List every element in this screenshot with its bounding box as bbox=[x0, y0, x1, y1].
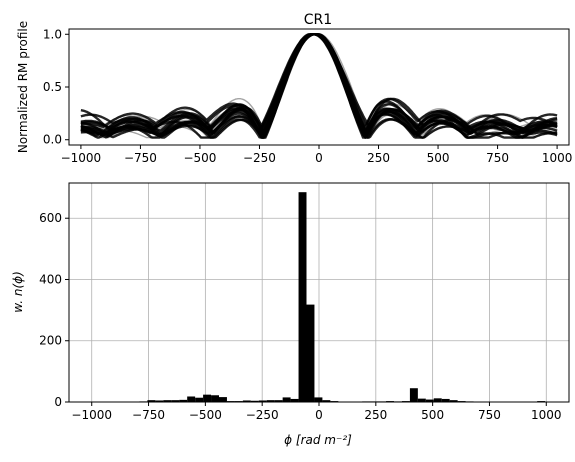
histogram-bar bbox=[433, 398, 442, 402]
x-tick-label: 250 bbox=[364, 408, 387, 422]
x-tick-label: 0 bbox=[315, 151, 323, 165]
histogram-bar bbox=[155, 400, 164, 402]
histogram-bar bbox=[441, 398, 450, 402]
plot-title: CR1 bbox=[304, 12, 332, 28]
histogram-grid bbox=[69, 183, 569, 403]
histogram-bar bbox=[417, 398, 426, 402]
histogram-bar bbox=[298, 192, 307, 402]
x-tick-label: −750 bbox=[124, 151, 157, 165]
histogram-bar bbox=[242, 400, 251, 402]
histogram-bar bbox=[163, 400, 172, 402]
histogram-bar bbox=[314, 397, 323, 402]
y-tick-label: 0.0 bbox=[43, 133, 62, 147]
y-axis-label-histogram: w. n(ϕ) bbox=[11, 271, 25, 313]
histogram-bar bbox=[187, 396, 196, 402]
x-tick-label: −250 bbox=[243, 151, 276, 165]
y-tick-label: 200 bbox=[39, 334, 62, 348]
bottom-plot-frame bbox=[68, 182, 570, 403]
x-tick-label: −750 bbox=[132, 408, 165, 422]
histogram-bar bbox=[274, 400, 283, 402]
histogram-bar bbox=[203, 394, 212, 402]
histogram-bar bbox=[425, 399, 434, 402]
histogram-bar bbox=[147, 400, 156, 402]
histogram-bar bbox=[219, 397, 227, 402]
histogram-bar bbox=[179, 399, 188, 402]
x-tick-label: −1000 bbox=[71, 408, 112, 422]
histogram-plot: −1000 −750 −500 −250 0 250 500 750 1000 0 200 400 60… bbox=[11, 182, 570, 447]
top-axes: −1000 −750 −500 −250 0 250 500 750 1000 0.0 0.5 1.0 bbox=[43, 27, 572, 165]
histogram-bars bbox=[91, 192, 546, 402]
x-tick-label: −500 bbox=[183, 151, 216, 165]
histogram-bar bbox=[322, 400, 331, 402]
histogram-bar bbox=[409, 388, 418, 402]
y-tick-label: 1.0 bbox=[43, 27, 62, 41]
x-tick-label: 1000 bbox=[531, 408, 562, 422]
x-tick-label: 1000 bbox=[542, 151, 573, 165]
histogram-bar bbox=[258, 400, 267, 402]
histogram-bar bbox=[250, 400, 259, 402]
histogram-bar bbox=[282, 397, 291, 402]
x-tick-label: 750 bbox=[478, 408, 501, 422]
y-axis-label: Normalized RM profile bbox=[16, 21, 30, 153]
y-tick-label: 0 bbox=[54, 395, 62, 409]
rm-profile-curves bbox=[80, 33, 558, 140]
histogram-bar bbox=[195, 397, 204, 402]
top-plot-frame bbox=[68, 28, 570, 146]
histogram-bar bbox=[290, 398, 299, 402]
x-tick-label: 750 bbox=[486, 151, 509, 165]
x-tick-label: −250 bbox=[246, 408, 279, 422]
histogram-bar bbox=[449, 400, 458, 402]
y-tick-label: 600 bbox=[39, 211, 62, 225]
histogram-bar bbox=[211, 395, 219, 402]
y-tick-label: 400 bbox=[39, 272, 62, 286]
rm-profile-line bbox=[80, 33, 558, 139]
x-tick-label: 500 bbox=[427, 151, 450, 165]
histogram-bar bbox=[171, 400, 180, 402]
x-tick-label: 0 bbox=[315, 408, 323, 422]
histogram-bar bbox=[306, 304, 315, 402]
y-tick-label: 0.5 bbox=[43, 80, 62, 94]
x-tick-label: 500 bbox=[421, 408, 444, 422]
x-tick-label: −1000 bbox=[61, 151, 102, 165]
x-axis-label: ϕ [rad m⁻²] bbox=[284, 433, 352, 447]
rm-profile-plot: CR1 Normalized RM profile −1000 −750 −500−… bbox=[16, 12, 572, 165]
x-tick-label: −500 bbox=[189, 408, 222, 422]
histogram-bar bbox=[266, 400, 275, 402]
x-tick-label: 250 bbox=[367, 151, 390, 165]
bottom-axes: −1000 −750 −500 −250 0 250 500 750 1000 0 200 400 60… bbox=[39, 211, 561, 422]
